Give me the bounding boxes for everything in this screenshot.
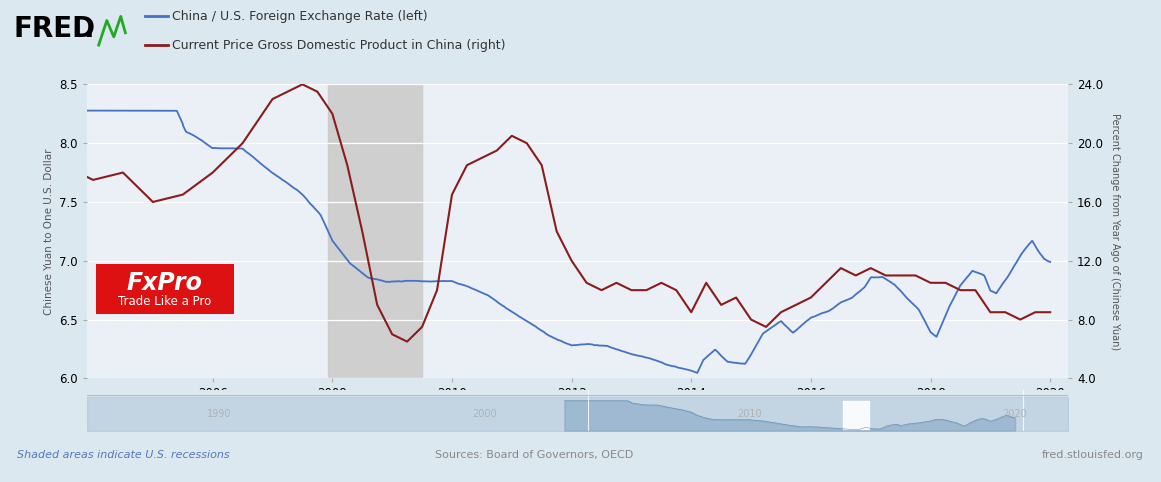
Text: .: . [84, 15, 94, 43]
Text: Trade Like a Pro: Trade Like a Pro [118, 295, 211, 308]
Text: Sources: Board of Governors, OECD: Sources: Board of Governors, OECD [435, 451, 633, 460]
Text: fred.stlouisfed.org: fred.stlouisfed.org [1041, 451, 1144, 460]
Text: China / U.S. Foreign Exchange Rate (left): China / U.S. Foreign Exchange Rate (left… [172, 10, 427, 23]
Text: FRED: FRED [14, 15, 96, 43]
Y-axis label: Chinese Yuan to One U.S. Dollar: Chinese Yuan to One U.S. Dollar [44, 148, 53, 315]
Text: 2020: 2020 [1003, 409, 1027, 419]
Y-axis label: Percent Change from Year Ago of (Chinese Yuan): Percent Change from Year Ago of (Chinese… [1110, 113, 1120, 350]
Text: 2010: 2010 [737, 409, 763, 419]
Text: 1990: 1990 [208, 409, 232, 419]
Text: Current Price Gross Domestic Product in China (right): Current Price Gross Domestic Product in … [172, 39, 505, 52]
Text: Shaded areas indicate U.S. recessions: Shaded areas indicate U.S. recessions [17, 451, 230, 460]
Bar [96, 264, 233, 314]
Bar [327, 84, 423, 378]
Text: 2000: 2000 [473, 409, 497, 419]
Text: FxPro: FxPro [127, 271, 203, 295]
